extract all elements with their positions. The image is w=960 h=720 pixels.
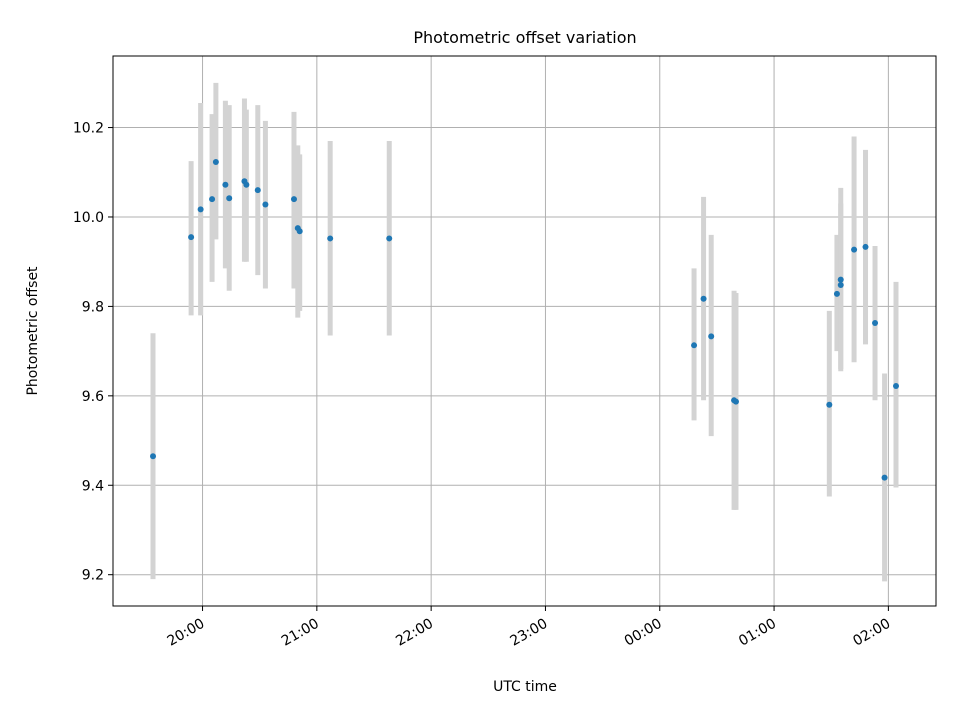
- data-point: [226, 195, 233, 202]
- data-point: [212, 158, 219, 165]
- data-point: [732, 398, 739, 405]
- data-point: [826, 401, 833, 408]
- x-axis-label: UTC time: [493, 679, 557, 695]
- data-point: [262, 201, 269, 208]
- data-point: [837, 281, 844, 288]
- data-point: [851, 246, 858, 253]
- data-points: [150, 158, 899, 481]
- data-point: [833, 290, 840, 297]
- data-point: [188, 234, 195, 241]
- y-tick-label: 9.4: [82, 478, 104, 494]
- data-point: [296, 228, 303, 235]
- data-point: [222, 181, 229, 188]
- data-point: [862, 243, 869, 250]
- data-point: [837, 276, 844, 283]
- grid: [113, 56, 936, 606]
- y-tick-label: 10.2: [73, 121, 104, 137]
- data-point: [150, 453, 157, 460]
- data-point: [209, 196, 216, 203]
- y-axis-label: Photometric offset: [25, 266, 41, 396]
- data-point: [708, 333, 715, 340]
- data-point: [327, 235, 334, 242]
- chart-title: Photometric offset variation: [413, 28, 636, 47]
- data-point: [892, 383, 899, 389]
- y-tick-label: 9.6: [82, 389, 104, 405]
- data-point: [290, 196, 297, 203]
- data-point: [872, 319, 879, 326]
- y-axis: 9.2 9.4 9.6 9.8 10.0 10.2: [73, 121, 113, 584]
- data-point: [881, 474, 888, 481]
- data-point: [197, 206, 204, 213]
- data-point: [243, 181, 250, 188]
- data-point: [254, 187, 261, 194]
- data-point: [691, 342, 698, 349]
- data-point: [700, 295, 707, 302]
- plot-frame: [112, 55, 937, 607]
- y-tick-label: 9.2: [82, 568, 104, 584]
- y-tick-label: 10.0: [73, 210, 104, 226]
- y-tick-label: 9.8: [82, 299, 104, 315]
- data-point: [386, 235, 393, 242]
